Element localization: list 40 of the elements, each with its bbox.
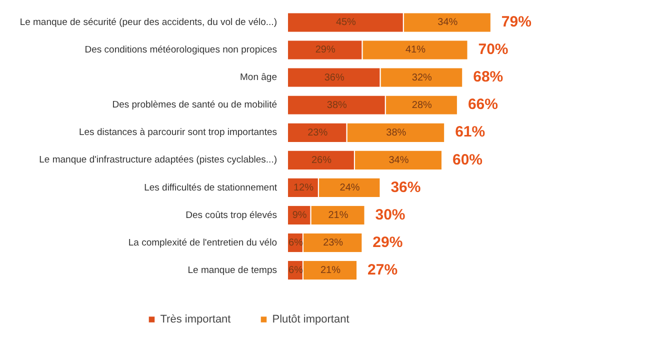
total-label: 61% (455, 124, 486, 141)
total-label: 60% (452, 151, 483, 168)
y-tick-label: Les distances à parcourir sont trop importantes (78, 127, 278, 138)
y-tick-label: Le manque de sécurité (peur des accidents, du vol de vélo...) (20, 17, 277, 28)
data-label: 24% (340, 182, 360, 194)
data-label: 21% (320, 264, 341, 276)
legend-label: Très important (160, 314, 231, 326)
data-label: 21% (328, 210, 348, 221)
legend-label: Plutôt important (272, 314, 350, 326)
total-label: 30% (375, 206, 406, 224)
total-label: 68% (473, 68, 504, 86)
y-tick-label: Des conditions météorologiques non propices (84, 44, 278, 56)
data-label: 32% (412, 72, 432, 84)
data-label: 41% (405, 44, 426, 56)
data-label: 28% (412, 100, 432, 111)
data-label: 23% (308, 127, 328, 138)
data-label: 34% (438, 17, 458, 28)
total-label: 27% (368, 261, 398, 278)
total-label: 36% (390, 178, 421, 196)
data-label: 12% (293, 182, 314, 194)
y-tick-label: Les difficultés de stationnement (144, 182, 278, 194)
y-tick-label: Mon âge (240, 72, 277, 84)
data-label: 38% (326, 100, 348, 111)
total-label: 29% (372, 234, 403, 251)
y-tick-label: La complexité de l'entretien du vélo (128, 237, 277, 248)
data-label: 29% (315, 44, 336, 56)
y-tick-label: Le manque d'infrastructure adaptées (pistes cyclables...) (39, 154, 277, 166)
y-tick-label: Des problèmes de santé ou de mobilité (112, 100, 277, 111)
total-label: 79% (501, 14, 532, 31)
data-label: 23% (323, 237, 344, 248)
data-label: 45% (336, 17, 356, 28)
total-label: 66% (468, 96, 498, 114)
total-label: 70% (478, 41, 508, 58)
data-label: 38% (386, 127, 406, 138)
data-label: 36% (324, 72, 344, 84)
data-label: 9% (292, 210, 307, 221)
data-label: 34% (388, 154, 409, 166)
y-tick-label: Des coûts trop élevés (186, 210, 278, 221)
y-tick-label: Le manque de temps (188, 264, 278, 276)
data-label: 26% (311, 154, 332, 166)
